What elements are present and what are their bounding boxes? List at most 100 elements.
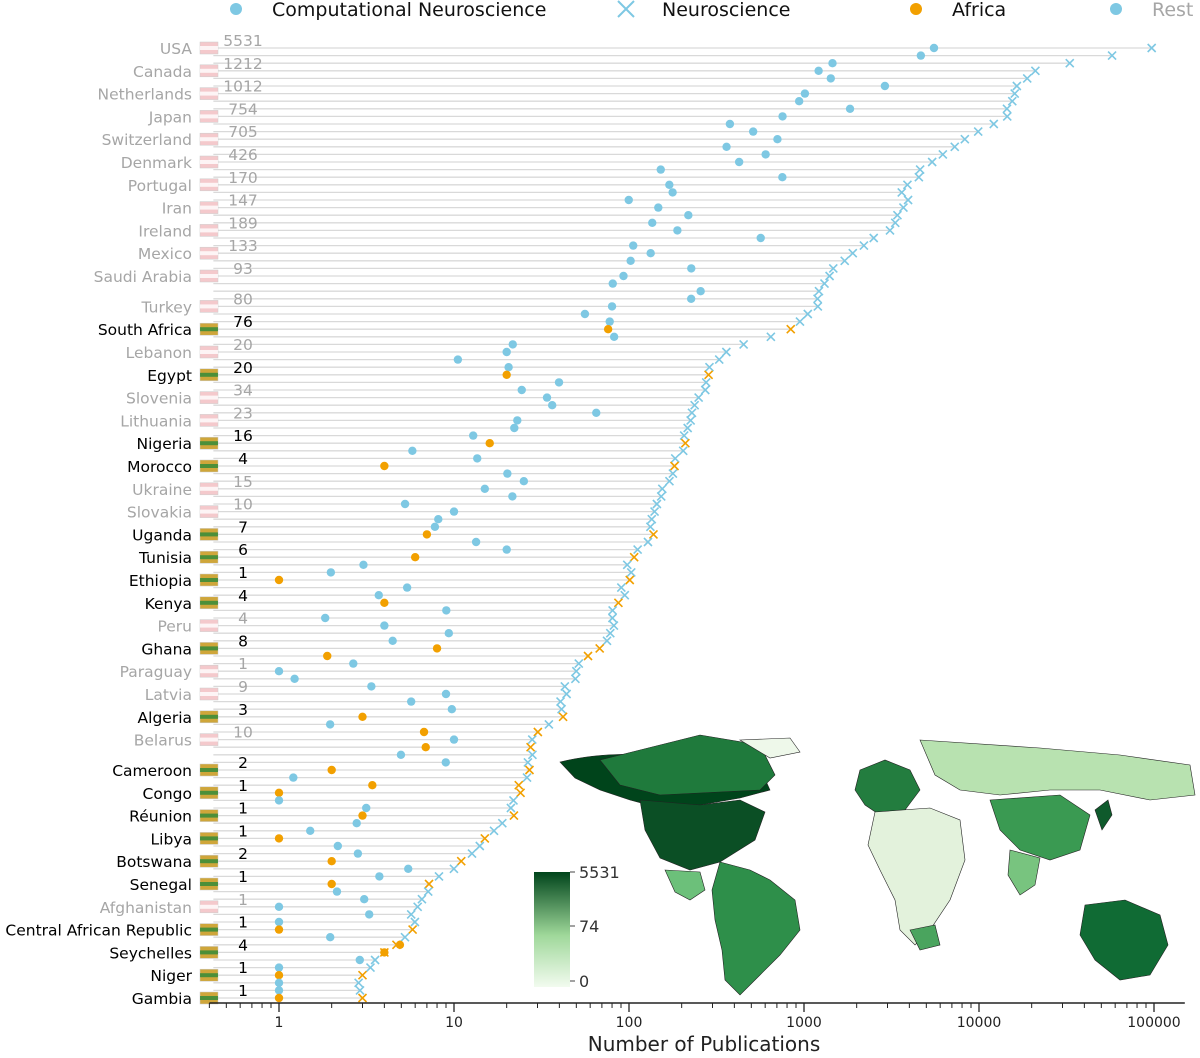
flag-icon [199, 946, 219, 959]
flag-icon [199, 687, 219, 701]
map-region-11 [1094, 799, 1113, 831]
map-region-8 [919, 739, 1196, 801]
flag-band [200, 68, 218, 73]
point-neuroscience [650, 507, 660, 517]
point-computational-neuroscience [326, 933, 335, 942]
point-neuroscience [357, 993, 368, 1003]
point-computational-neuroscience [380, 598, 389, 607]
point-neuroscience [848, 248, 858, 258]
country-label: Niger [150, 967, 192, 985]
point-neuroscience [1002, 104, 1012, 114]
point-neuroscience [694, 393, 704, 403]
colorbar-tick-label: 5531 [579, 863, 620, 882]
point-computational-neuroscience [419, 727, 429, 737]
country-label: Iran [162, 200, 192, 218]
point-neuroscience [814, 286, 824, 296]
country-label: Central African Republic [5, 922, 192, 940]
point-neuroscience [670, 453, 680, 463]
point-neuroscience [739, 339, 749, 349]
country-count: 5531 [223, 32, 262, 50]
point-computational-neuroscience [626, 256, 635, 265]
country-label: Saudi Arabia [94, 268, 192, 286]
point-neuroscience [357, 970, 368, 980]
flag-band [200, 578, 218, 582]
point-computational-neuroscience [734, 157, 744, 167]
country-label: Paraguay [120, 663, 192, 681]
country-count: 2 [238, 845, 248, 863]
point-neuroscience [885, 225, 895, 235]
country-label: Canada [133, 63, 192, 81]
flag-icon [199, 345, 219, 359]
country-count: 15 [233, 473, 253, 491]
point-computational-neuroscience [358, 712, 367, 721]
country-count: 1 [238, 564, 248, 582]
flag-band [200, 555, 218, 560]
flag-band [200, 950, 218, 955]
point-neuroscience [557, 704, 567, 714]
point-neuroscience [1010, 89, 1020, 99]
legend-label: Computational Neuroscience [272, 0, 546, 21]
country-count: 1012 [223, 78, 262, 96]
point-computational-neuroscience [814, 66, 823, 76]
point-neuroscience [370, 955, 380, 965]
point-neuroscience [902, 180, 913, 190]
country-count: 93 [233, 260, 253, 278]
point-neuroscience [687, 408, 697, 418]
point-neuroscience [497, 818, 507, 828]
x-tick-label: 100 [616, 1015, 643, 1031]
flag-icon [199, 900, 219, 914]
country-label: Seychelles [109, 944, 192, 962]
point-computational-neuroscience [592, 408, 601, 417]
point-neuroscience [354, 978, 364, 988]
point-computational-neuroscience [619, 271, 628, 281]
point-computational-neuroscience [778, 173, 787, 182]
point-computational-neuroscience [442, 606, 451, 615]
point-computational-neuroscience [485, 439, 494, 448]
flag-band [200, 813, 218, 818]
country-count: 20 [233, 359, 253, 377]
point-neuroscience [424, 879, 434, 889]
flag-band [200, 418, 218, 423]
point-neuroscience [903, 195, 913, 205]
point-neuroscience [570, 674, 580, 684]
point-computational-neuroscience [444, 629, 454, 638]
point-computational-neuroscience [400, 499, 410, 509]
point-computational-neuroscience [360, 895, 369, 904]
point-neuroscience [859, 241, 869, 251]
flag-band [200, 327, 218, 332]
point-neuroscience [679, 431, 689, 441]
country-label: Lebanon [126, 344, 192, 362]
country-label: Algeria [138, 709, 192, 727]
flag-icon [199, 642, 219, 655]
flag-band [200, 737, 218, 742]
point-computational-neuroscience [629, 241, 638, 250]
flag-icon [199, 110, 219, 123]
point-neuroscience [1107, 51, 1117, 61]
point-neuroscience [526, 742, 536, 752]
point-computational-neuroscience [362, 803, 371, 813]
point-computational-neuroscience [274, 917, 284, 927]
point-computational-neuroscience [274, 796, 284, 805]
country-count: 189 [228, 214, 258, 232]
country-label: Turkey [141, 298, 192, 316]
point-computational-neuroscience [468, 431, 478, 440]
point-neuroscience [456, 856, 466, 866]
point-neuroscience [700, 385, 710, 395]
flag-icon [199, 201, 219, 214]
point-neuroscience [605, 628, 615, 638]
point-neuroscience [489, 826, 499, 836]
point-computational-neuroscience [274, 978, 284, 987]
flag-icon [199, 573, 219, 587]
map-region-10 [1007, 849, 1041, 896]
legend: Computational Neuroscience Neuroscience Af… [230, 0, 1200, 21]
point-computational-neuroscience [323, 651, 332, 661]
flag-band [200, 904, 218, 909]
country-count: 754 [228, 100, 258, 118]
flag-icon [199, 733, 219, 746]
point-computational-neuroscience [449, 507, 459, 516]
country-label: Afghanistan [100, 899, 192, 917]
flag-icon [199, 832, 219, 845]
flag-icon [199, 854, 219, 868]
country-count: 1 [238, 891, 248, 909]
point-computational-neuroscience [326, 568, 336, 577]
